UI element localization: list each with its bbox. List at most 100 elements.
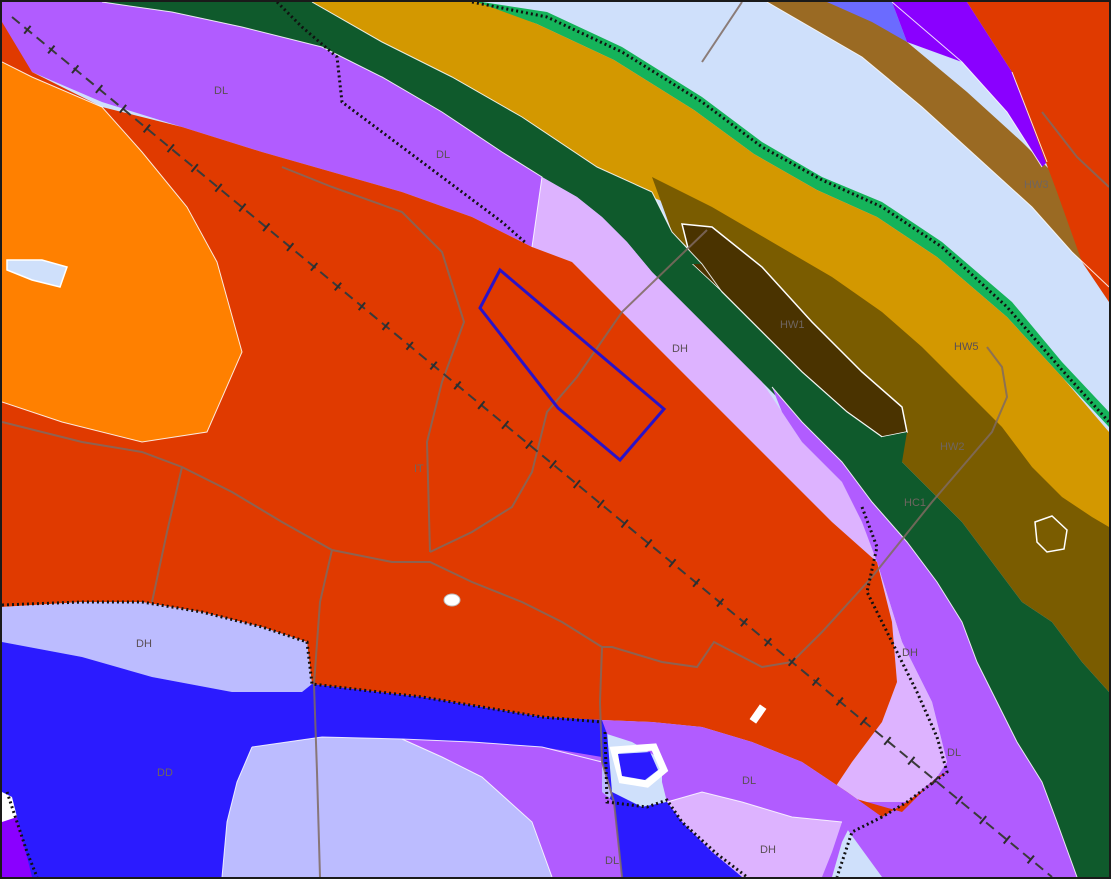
railway-tick: [1002, 835, 1011, 845]
railway-tick: [931, 775, 940, 785]
white-pond: [443, 593, 461, 607]
railway-tick: [740, 617, 749, 627]
railway-tick: [835, 696, 844, 706]
railway-tick: [620, 519, 629, 529]
road: [701, 2, 743, 63]
railway-tick: [453, 380, 462, 390]
blue-zone-south-east: [642, 802, 742, 877]
road: [598, 646, 623, 877]
dotted-boundary: [860, 506, 949, 819]
railway-tick: [334, 282, 342, 292]
dotted-boundary: [5, 791, 39, 877]
railway-tick: [525, 440, 534, 450]
railway-tick: [907, 756, 916, 766]
violet-zone-dl-east: [772, 387, 1077, 877]
label-dl-mid: DL: [436, 149, 450, 161]
label-dd: DD: [157, 767, 173, 779]
railway-tick: [238, 203, 247, 213]
label-dl-south: DL: [605, 855, 619, 867]
railway-tick: [166, 143, 175, 153]
red-zone-it: [2, 22, 947, 817]
label-dh-south: DH: [760, 844, 776, 856]
railway-tick: [286, 242, 295, 252]
red-zone-north: [967, 2, 1109, 302]
label-hw5: HW5: [954, 341, 978, 353]
railway-tick: [979, 815, 987, 825]
road: [312, 549, 333, 877]
lavender-zone-dh-east: [832, 562, 947, 822]
railway-tick: [549, 459, 557, 469]
label-dh-east: DH: [902, 647, 918, 659]
railway-tick: [572, 479, 581, 489]
railway-tick: [23, 25, 32, 35]
label-dl-north: DL: [214, 85, 228, 97]
violet-zone-dl-north: [2, 2, 542, 247]
railway-tick: [955, 795, 964, 805]
railway-line: [11, 16, 1053, 877]
railway-tick: [119, 104, 127, 114]
railway-tick: [95, 84, 104, 94]
railway-tick: [692, 578, 701, 588]
purple-zone-south-west: [2, 812, 32, 877]
dotted-boundary: [835, 815, 883, 877]
railway-tick: [142, 124, 151, 134]
railway-tick: [47, 45, 56, 54]
railway-tick: [190, 163, 199, 173]
railway-tick: [310, 262, 319, 272]
railway-tick: [883, 736, 892, 746]
railway-tick: [668, 558, 677, 568]
railway-tick: [357, 301, 366, 311]
label-dh-center: DH: [672, 343, 688, 355]
dotted-boundary: [2, 600, 603, 724]
label-hw1: HW1: [780, 319, 804, 331]
label-hw2: HW2: [940, 441, 964, 453]
white-building: [749, 704, 767, 724]
dotted-boundary: [275, 2, 528, 246]
white-corner-south-west: [2, 792, 17, 822]
railway-tick: [214, 183, 223, 193]
road: [602, 346, 1009, 669]
blue-loop-inner: [618, 752, 658, 780]
road: [281, 166, 466, 553]
railway-tick: [405, 341, 414, 351]
road: [151, 466, 183, 603]
railway-tick: [501, 420, 510, 430]
railway-tick: [262, 222, 271, 232]
railway-tick: [644, 538, 653, 548]
lavender-zone-dh: [532, 177, 877, 562]
road: [1041, 111, 1109, 188]
railway-tick: [477, 400, 486, 410]
railway-tick: [787, 657, 796, 667]
railway-tick: [71, 64, 80, 74]
zone-labels: DL DL DH HW1 HW5 HW3 HW2 HC1 IT DH DH DL…: [136, 85, 1048, 867]
periwinkle-zone-dh: [2, 602, 312, 692]
railway-tick: [381, 321, 390, 331]
purple-zone-north: [892, 2, 1047, 167]
label-it: IT: [414, 463, 424, 475]
violet-zone-dl-south: [402, 739, 622, 877]
orange-zone-west: [2, 62, 242, 442]
white-loop-feature: [609, 743, 669, 788]
railway-tick: [764, 637, 772, 647]
railway-tick: [1026, 854, 1035, 864]
brown-lens-small: [1034, 515, 1068, 553]
railway-tick: [429, 361, 438, 371]
label-hw3: HW3: [1024, 179, 1048, 191]
label-dl-center-south: DL: [742, 775, 756, 787]
dotted-boundary: [471, 2, 1109, 424]
label-hc1: HC1: [904, 497, 926, 509]
selected-parcel-outline[interactable]: [478, 267, 667, 463]
lavender-zone-dh-south: [667, 792, 842, 877]
blue-sliver-north: [827, 2, 907, 42]
water-lens-west: [6, 259, 68, 288]
railway-tick: [596, 499, 605, 509]
railway-tick: [811, 677, 820, 687]
road: [429, 229, 708, 553]
railway-tick: [859, 716, 868, 726]
dotted-boundary: [603, 731, 748, 877]
